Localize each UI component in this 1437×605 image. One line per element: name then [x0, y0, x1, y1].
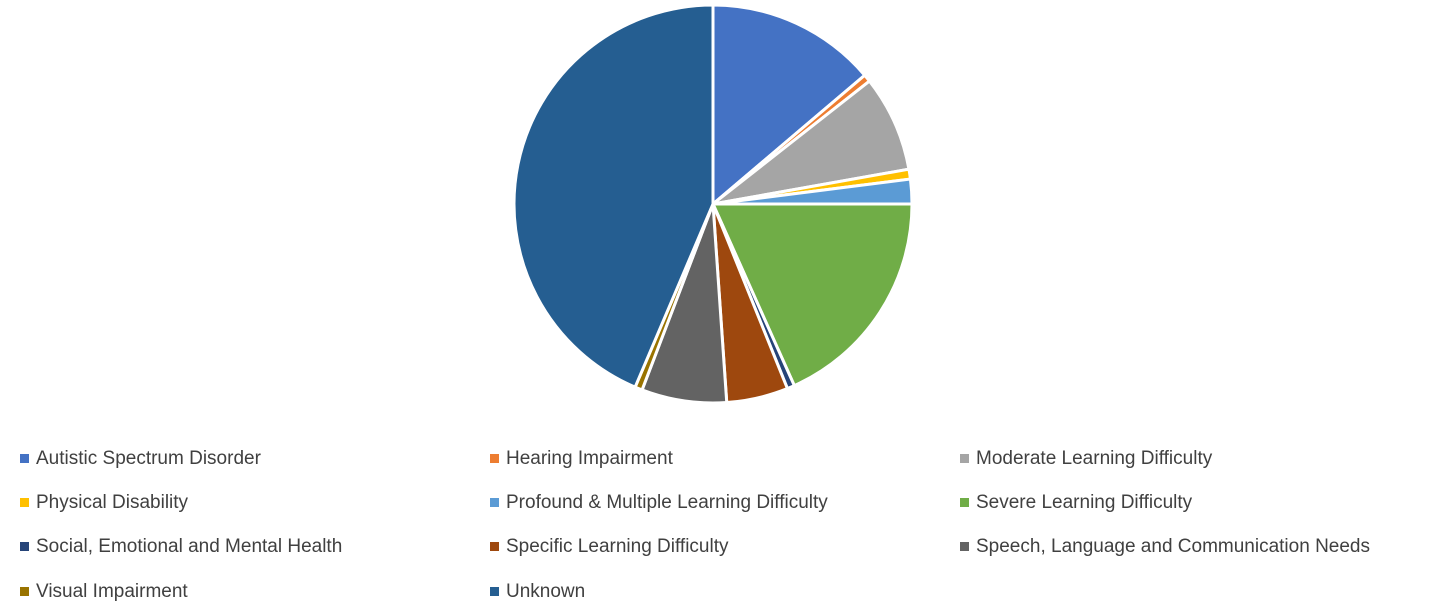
legend-swatch: [490, 454, 499, 463]
legend-swatch: [490, 542, 499, 551]
pie-slice: [712, 78, 911, 206]
legend-swatch: [960, 498, 969, 507]
legend-label: Speech, Language and Communication Needs: [976, 536, 1370, 557]
legend-swatch: [20, 587, 29, 596]
legend-label: Severe Learning Difficulty: [976, 492, 1193, 513]
legend-swatch: [490, 498, 499, 507]
legend-label: Physical Disability: [36, 492, 189, 513]
pie-slice: [711, 3, 867, 208]
pie-slice: [710, 202, 914, 388]
legend-label: Unknown: [506, 581, 585, 602]
legend-label: Visual Impairment: [36, 581, 188, 602]
legend-label: Specific Learning Difficulty: [506, 536, 729, 557]
legend-swatch: [960, 454, 969, 463]
legend-label: Profound & Multiple Learning Difficulty: [506, 492, 828, 513]
legend-swatch: [20, 454, 29, 463]
legend-swatch: [960, 542, 969, 551]
legend-swatch: [490, 587, 499, 596]
legend-label: Moderate Learning Difficulty: [976, 448, 1213, 469]
legend-label: Hearing Impairment: [506, 448, 674, 469]
pie-slice: [512, 3, 715, 390]
legend-label: Autistic Spectrum Disorder: [36, 448, 262, 469]
legend-swatch: [20, 498, 29, 507]
legend-label: Social, Emotional and Mental Health: [36, 536, 342, 557]
legend-swatch: [20, 542, 29, 551]
